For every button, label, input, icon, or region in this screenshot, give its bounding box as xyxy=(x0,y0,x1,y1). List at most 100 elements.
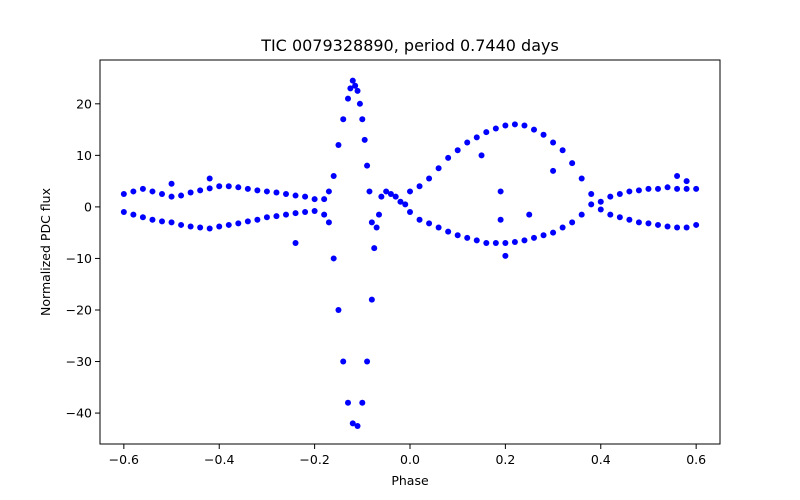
data-point xyxy=(373,224,380,231)
data-point xyxy=(626,188,633,195)
data-point xyxy=(588,201,595,208)
data-point xyxy=(578,175,585,182)
x-tick-label: 0.6 xyxy=(686,452,706,467)
data-point xyxy=(120,209,127,216)
data-point xyxy=(325,219,332,226)
data-point xyxy=(492,239,499,246)
data-point xyxy=(674,172,681,179)
x-tick-label: 0.0 xyxy=(400,452,420,467)
x-tick-label: −0.4 xyxy=(204,452,234,467)
data-point xyxy=(130,211,137,218)
data-point xyxy=(526,211,533,218)
data-point xyxy=(349,420,356,427)
data-point xyxy=(454,232,461,239)
data-point xyxy=(159,218,165,225)
data-point xyxy=(402,201,409,208)
data-point xyxy=(674,224,681,231)
data-point xyxy=(588,191,595,198)
data-point xyxy=(168,219,175,226)
data-point xyxy=(354,87,361,94)
data-point xyxy=(416,183,423,190)
data-point xyxy=(216,183,223,190)
data-point xyxy=(321,196,328,203)
data-point xyxy=(626,216,633,223)
data-point xyxy=(335,306,342,313)
data-point xyxy=(325,188,332,195)
data-point xyxy=(531,234,537,241)
data-point xyxy=(254,216,261,223)
data-point xyxy=(330,255,337,262)
data-point xyxy=(225,183,232,190)
data-point xyxy=(283,191,289,198)
data-point xyxy=(187,189,194,196)
data-point xyxy=(569,160,576,167)
data-point xyxy=(292,239,299,246)
data-point xyxy=(674,185,681,192)
data-point xyxy=(502,122,509,129)
y-tick-label: −10 xyxy=(66,251,92,266)
data-point xyxy=(206,225,213,232)
data-point xyxy=(597,206,604,213)
data-point xyxy=(397,198,404,205)
data-point xyxy=(244,218,251,225)
data-point xyxy=(664,184,671,191)
data-point xyxy=(364,162,371,169)
data-point xyxy=(454,147,461,154)
data-point xyxy=(335,142,342,149)
data-point xyxy=(473,237,480,244)
x-tick-label: 0.4 xyxy=(591,452,611,467)
data-point xyxy=(206,175,213,182)
data-point xyxy=(345,95,351,102)
data-point xyxy=(664,223,671,230)
data-point xyxy=(197,187,204,194)
data-point xyxy=(292,192,299,199)
data-point xyxy=(683,185,690,192)
data-point xyxy=(263,188,270,195)
data-point xyxy=(283,211,289,218)
data-point xyxy=(483,129,490,136)
data-point xyxy=(435,165,442,172)
data-point xyxy=(407,188,413,195)
data-point xyxy=(655,185,661,192)
data-point xyxy=(311,208,318,215)
x-tick-label: −0.2 xyxy=(299,452,329,467)
data-point xyxy=(550,167,557,174)
data-point xyxy=(356,100,363,107)
y-tick-label: 10 xyxy=(76,148,92,163)
data-point xyxy=(569,219,576,226)
data-point xyxy=(178,221,185,228)
data-point xyxy=(368,219,375,226)
y-tick-label: −30 xyxy=(66,354,92,369)
data-point xyxy=(206,185,213,192)
data-point xyxy=(511,121,518,128)
y-axis-label: Normalized PDC flux xyxy=(38,188,53,316)
data-point xyxy=(159,191,165,198)
x-tick-label: 0.2 xyxy=(495,452,515,467)
data-point xyxy=(540,131,547,138)
data-point xyxy=(235,220,242,227)
data-point xyxy=(130,188,137,195)
data-point xyxy=(616,214,623,221)
data-point xyxy=(340,116,347,123)
data-point xyxy=(540,232,547,239)
data-point xyxy=(378,193,385,200)
data-point xyxy=(120,191,127,198)
data-point xyxy=(473,134,480,141)
data-point xyxy=(187,223,194,230)
data-point xyxy=(683,178,690,185)
data-point xyxy=(559,224,566,231)
data-point xyxy=(376,211,382,218)
data-point xyxy=(361,136,368,143)
data-point xyxy=(578,211,585,218)
data-point xyxy=(492,125,499,132)
data-point xyxy=(559,147,566,154)
y-tick-label: 0 xyxy=(84,199,92,214)
data-point xyxy=(302,209,309,216)
data-point xyxy=(354,422,361,429)
data-point xyxy=(321,211,328,218)
data-point xyxy=(426,220,433,227)
data-point xyxy=(497,188,504,195)
data-point xyxy=(292,210,299,217)
data-point xyxy=(607,211,614,218)
data-point xyxy=(445,154,452,161)
